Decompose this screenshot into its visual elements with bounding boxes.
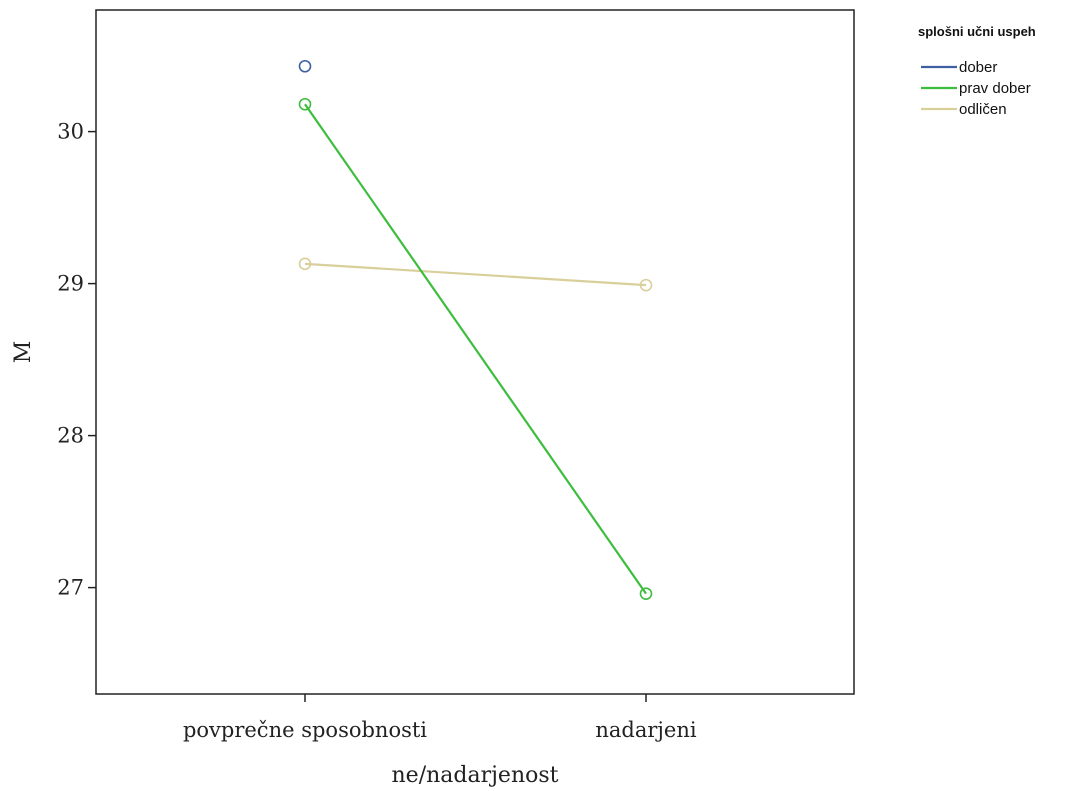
y-axis-title: M [11, 341, 36, 364]
y-tick-label: 27 [57, 576, 84, 600]
y-tick-label: 28 [57, 424, 84, 448]
y-axis: 27 28 29 30 [57, 120, 96, 600]
data-point-dober [298, 59, 312, 73]
legend-label: dober [959, 59, 997, 76]
legend-label: prav dober [959, 80, 1031, 97]
y-tick-label: 30 [57, 120, 84, 144]
y-tick-label: 29 [57, 272, 84, 296]
series-line-odličen [304, 262, 647, 287]
x-axis: povprečne sposobnosti nadarjeni [183, 694, 697, 742]
data-point-odličen [298, 257, 312, 271]
x-tick-label: nadarjeni [595, 718, 697, 742]
x-axis-title: ne/nadarjenost [392, 763, 559, 788]
legend-label: odličen [959, 101, 1007, 118]
data-point-prav-dober [639, 587, 653, 600]
plot-area-frame [95, 9, 855, 695]
series-layer [298, 59, 653, 600]
legend: splošni učni uspeh dober prav dober odliče… [918, 24, 1036, 118]
legend-title: splošni učni uspeh [918, 24, 1036, 39]
series-line-prav-dober [304, 103, 647, 595]
x-tick-label: povprečne sposobnosti [183, 718, 427, 742]
data-point-prav-dober [298, 97, 312, 111]
data-point-odličen [639, 278, 653, 292]
